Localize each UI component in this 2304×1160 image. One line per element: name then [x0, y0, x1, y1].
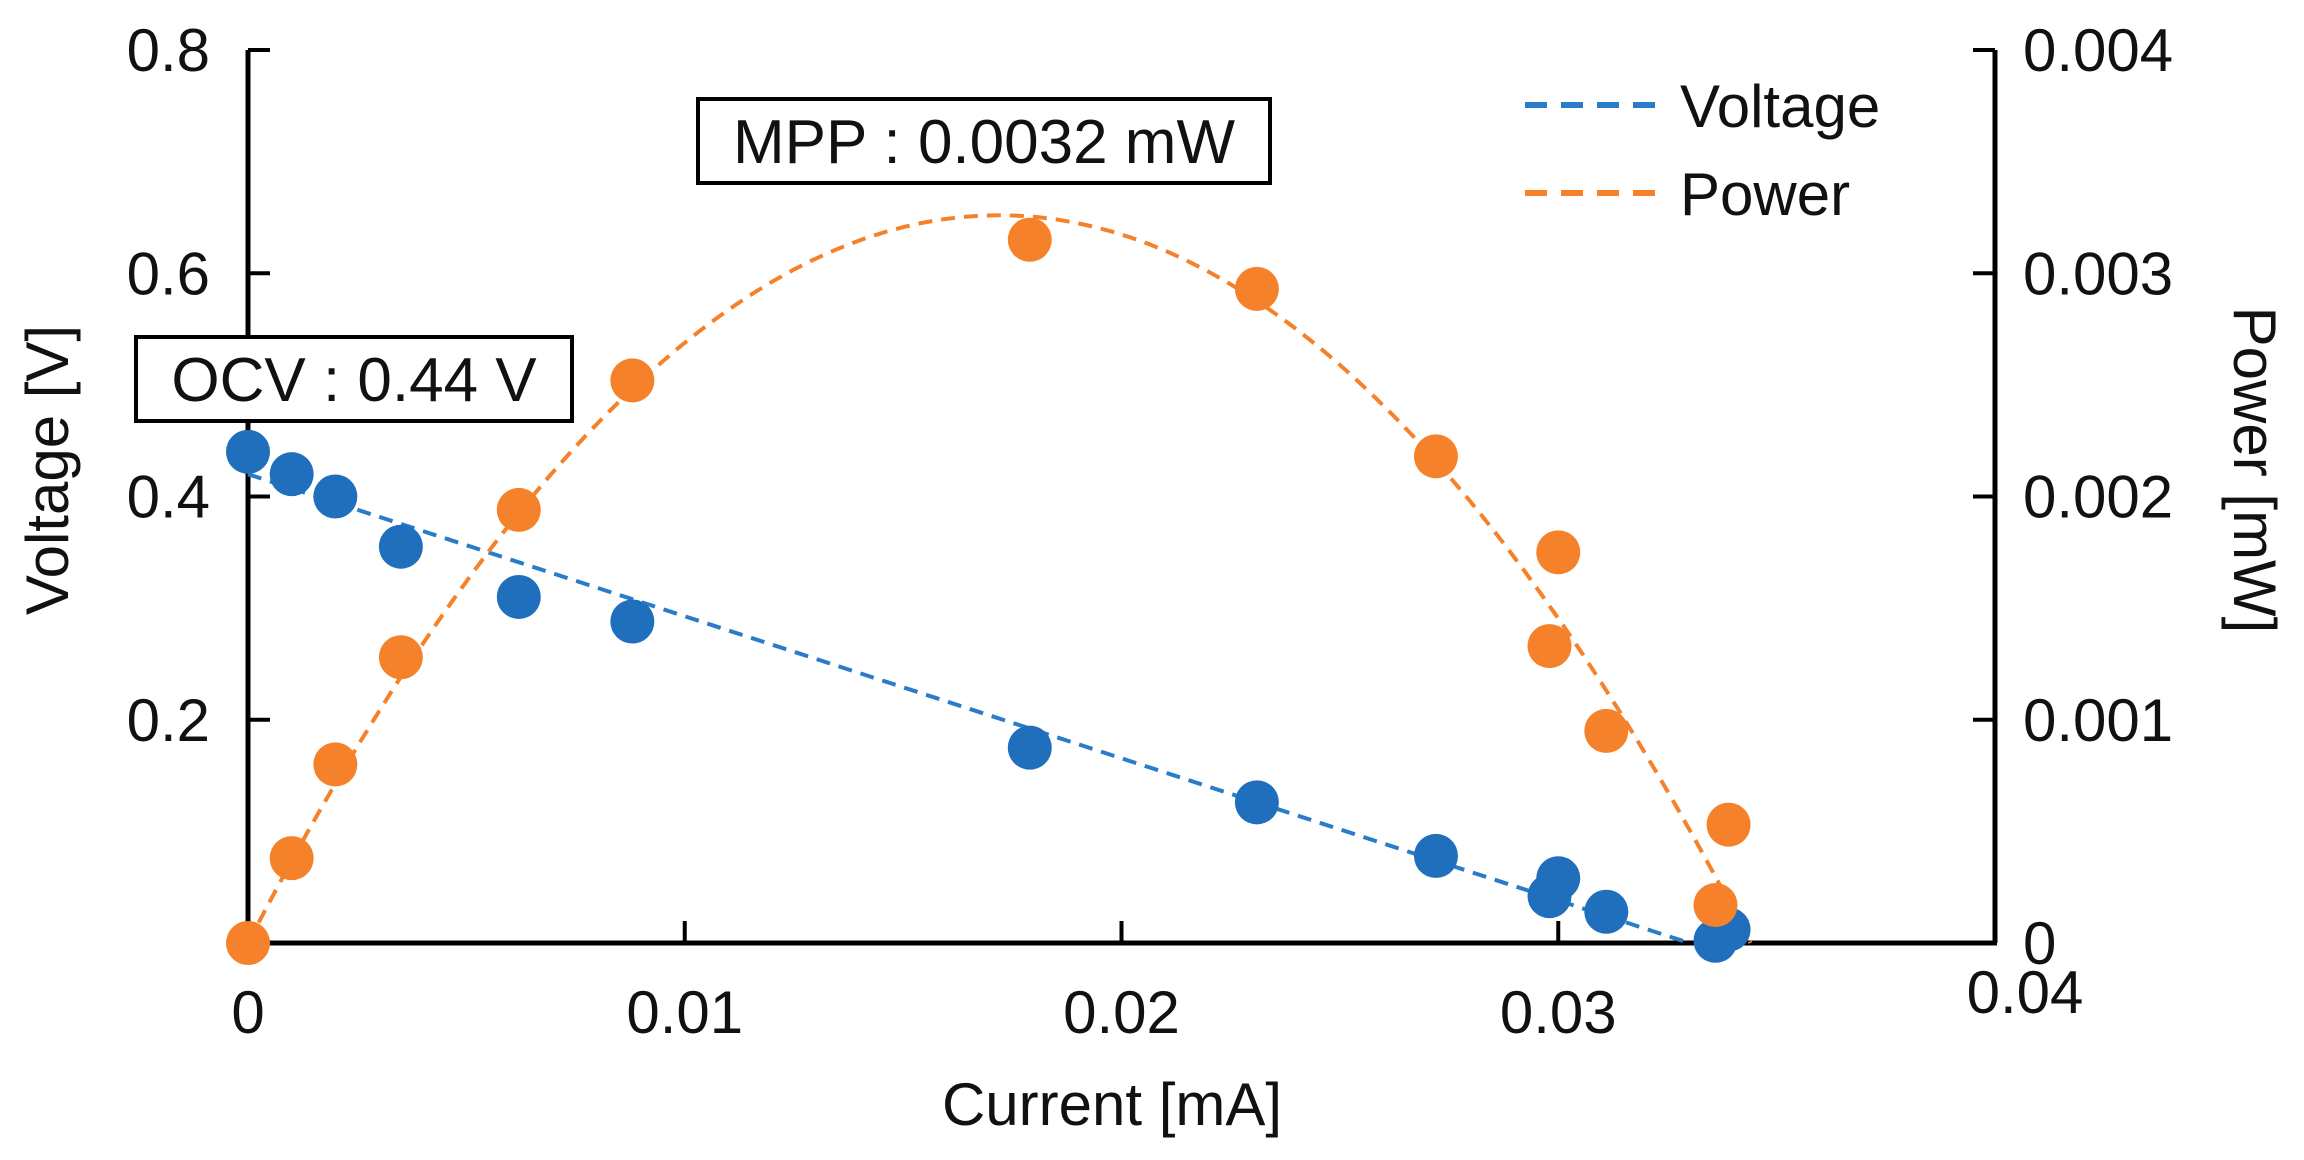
power-data-point [378, 635, 423, 680]
fit-lines-group [246, 213, 1753, 945]
voltage-data-point [1584, 889, 1629, 934]
x-tick-label: 0.03 [1500, 979, 1617, 1046]
ocv-annotation-text: OCV : 0.44 V [171, 346, 537, 415]
data-points-group [226, 217, 1751, 965]
right-y-tick-label: 0.004 [2023, 17, 2173, 84]
mpp-annotation-box [696, 97, 1272, 185]
legend-power-label: Power [1680, 161, 1850, 228]
voltage-data-point [226, 429, 270, 474]
power-data-point [269, 836, 314, 881]
x-tick-label: 0 [231, 979, 264, 1046]
power-data-point [496, 487, 541, 532]
voltage-data-point [1007, 725, 1052, 770]
left-y-tick-label: 0.2 [127, 687, 210, 754]
mpp-annotation: MPP : 0.0032 mW [696, 97, 1272, 185]
legend: Voltage Power [1525, 73, 1880, 228]
power-data-point [226, 921, 270, 965]
power-data-point [1536, 530, 1581, 575]
mpp-annotation-text: MPP : 0.0032 mW [733, 108, 1235, 177]
power-data-point [1413, 434, 1458, 479]
x-axis-label: Current [mA] [942, 1071, 1282, 1138]
voltage-fit-line [247, 472, 1690, 945]
x-tick-label: 0.02 [1063, 979, 1180, 1046]
left-y-tick-label: 0.8 [127, 17, 210, 84]
voltage-data-point [1536, 856, 1581, 901]
power-data-point [610, 358, 655, 403]
left-y-axis-label: Voltage [V] [14, 325, 81, 615]
voltage-data-point [269, 452, 314, 497]
right-y-tick-label: 0.002 [2023, 464, 2173, 531]
x-tick-label: 0.01 [626, 979, 743, 1046]
voltage-data-point [1234, 780, 1279, 825]
power-data-point [1584, 708, 1629, 753]
power-fit-curve [246, 213, 1753, 944]
legend-voltage-label: Voltage [1680, 73, 1880, 140]
power-data-point [1527, 624, 1572, 669]
right-y-tick-label: 0.001 [2023, 687, 2173, 754]
voltage-data-point [378, 524, 423, 569]
ocv-annotation: OCV : 0.44 V [134, 335, 574, 423]
left-y-tick-label: 0.4 [127, 464, 210, 531]
power-data-point [1234, 266, 1279, 311]
power-data-point [1007, 217, 1052, 262]
right-y-axis-label: Power [mW] [2221, 307, 2288, 634]
x-tick-label: 0.04 [1967, 959, 2084, 1026]
voltage-data-point [313, 474, 358, 519]
voltage-data-point [610, 599, 655, 644]
voltage-data-point [496, 574, 541, 619]
voltage-data-point [1413, 833, 1458, 878]
ticks-group: 0 0.01 0.02 0.03 0.04 0.2 0.4 0.6 0.8 0 0.001 0.002… [127, 17, 2174, 1046]
ocv-annotation-box [134, 335, 574, 423]
power-data-point [1693, 883, 1738, 928]
left-y-tick-label: 0.6 [127, 240, 210, 307]
right-y-tick-label: 0.003 [2023, 240, 2173, 307]
power-data-point [313, 742, 358, 787]
power-data-point [1706, 802, 1751, 847]
right-y-tick-label: 0 [2023, 910, 2056, 977]
